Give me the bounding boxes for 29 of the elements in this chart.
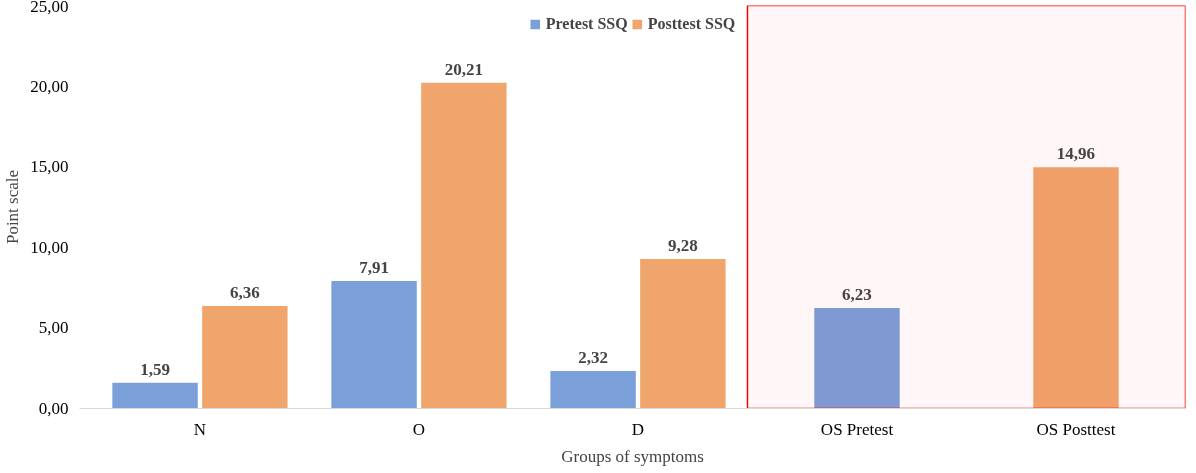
bar — [331, 280, 417, 409]
bar — [421, 82, 507, 409]
bar — [202, 305, 288, 409]
data-label: 6,23 — [842, 285, 872, 305]
legend-label: Posttest SSQ — [647, 15, 736, 33]
data-label: 20,21 — [444, 59, 483, 79]
x-tick-label: OS Pretest — [820, 419, 894, 439]
bar — [550, 371, 636, 409]
y-tick-label: 0,00 — [38, 399, 69, 418]
x-axis-title: Groups of symptoms — [561, 446, 704, 466]
bar — [112, 382, 198, 409]
data-label: 9,28 — [668, 235, 698, 255]
y-tick-label: 5,00 — [38, 318, 69, 338]
y-tick-label: 15,00 — [30, 157, 69, 177]
y-tick-label: 20,00 — [30, 76, 69, 96]
data-label: 6,36 — [229, 282, 260, 302]
legend-label: Pretest SSQ — [545, 15, 628, 33]
data-label: 7,91 — [359, 257, 389, 277]
data-label: 2,32 — [578, 348, 608, 368]
x-tick-label: OS Posttest — [1036, 419, 1116, 439]
y-tick-label: 25,00 — [30, 0, 69, 16]
y-tick-label: 10,00 — [30, 237, 69, 257]
data-label: 14,96 — [1056, 144, 1096, 164]
bar — [640, 258, 726, 409]
data-label: 1,59 — [140, 359, 170, 379]
x-tick-label: N — [193, 419, 207, 439]
y-axis-title: Point scale — [3, 169, 23, 245]
x-tick-label: D — [631, 419, 645, 439]
x-tick-label: O — [412, 419, 426, 439]
